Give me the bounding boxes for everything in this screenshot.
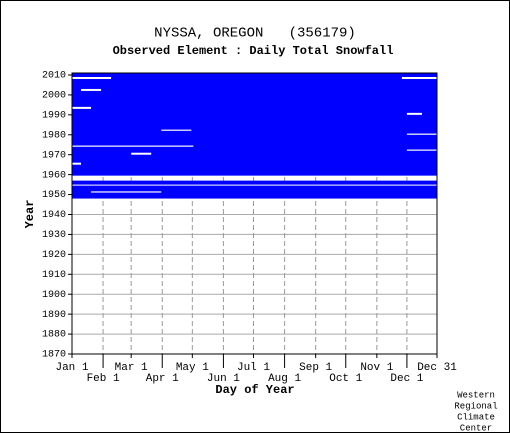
y-tick-label: 1940 bbox=[42, 210, 66, 221]
chart-title: NYSSA, OREGON (356179) bbox=[154, 26, 356, 42]
y-tick-label: 1870 bbox=[42, 350, 66, 361]
y-axis-label: Year bbox=[23, 200, 37, 229]
missing-block bbox=[161, 129, 192, 131]
x-tick-label: Apr 1 bbox=[146, 373, 179, 385]
missing-block bbox=[72, 76, 112, 79]
y-tick-label: 1880 bbox=[42, 330, 66, 341]
y-tick-label: 1910 bbox=[42, 270, 66, 281]
x-tick-label: Jun 1 bbox=[207, 373, 240, 385]
x-tick-label: Nov 1 bbox=[360, 362, 393, 374]
x-tick-label: Aug 1 bbox=[268, 373, 301, 385]
credit: Climate bbox=[457, 412, 495, 422]
x-tick-label: May 1 bbox=[176, 362, 209, 374]
credit: Regional bbox=[454, 401, 497, 411]
missing-block bbox=[72, 106, 92, 109]
missing-block bbox=[406, 112, 422, 115]
x-tick-label: Dec 31 bbox=[417, 362, 457, 374]
credit: Western bbox=[457, 390, 495, 400]
x-tick-label: Jul 1 bbox=[237, 362, 270, 374]
missing-block bbox=[401, 76, 437, 79]
y-tick-label: 2010 bbox=[42, 71, 66, 82]
missing-block bbox=[72, 184, 437, 186]
y-tick-label: 1930 bbox=[42, 230, 66, 241]
missing-block bbox=[91, 191, 162, 193]
missing-block bbox=[72, 162, 82, 165]
y-tick-label: 1980 bbox=[42, 130, 66, 141]
data-block bbox=[72, 73, 437, 176]
y-tick-label: 1950 bbox=[42, 190, 66, 201]
x-tick-label: Feb 1 bbox=[87, 373, 120, 385]
y-tick-label: 1960 bbox=[42, 170, 66, 181]
missing-block bbox=[406, 149, 437, 151]
x-tick-label: Mar 1 bbox=[115, 362, 148, 374]
data-block bbox=[72, 180, 437, 199]
x-tick-label: Sep 1 bbox=[299, 362, 332, 374]
plot-border bbox=[71, 72, 438, 355]
y-tick-label: 2000 bbox=[42, 91, 66, 102]
chart-subtitle: Observed Element : Daily Total Snowfall bbox=[113, 44, 394, 58]
x-axis-label: Day of Year bbox=[215, 383, 294, 397]
x-tick-label: Oct 1 bbox=[329, 373, 362, 385]
y-tick-label: 1900 bbox=[42, 290, 66, 301]
y-tick-label: 1890 bbox=[42, 310, 66, 321]
y-tick-label: 1920 bbox=[42, 250, 66, 261]
credit: Center bbox=[460, 423, 492, 433]
missing-block bbox=[406, 133, 437, 135]
y-tick-label: 1970 bbox=[42, 150, 66, 161]
missing-block bbox=[131, 152, 152, 155]
missing-block bbox=[81, 88, 102, 91]
y-tick-label: 1990 bbox=[42, 110, 66, 121]
x-tick-label: Dec 1 bbox=[390, 373, 423, 385]
missing-block bbox=[72, 145, 194, 147]
x-tick-label: Jan 1 bbox=[55, 362, 88, 374]
